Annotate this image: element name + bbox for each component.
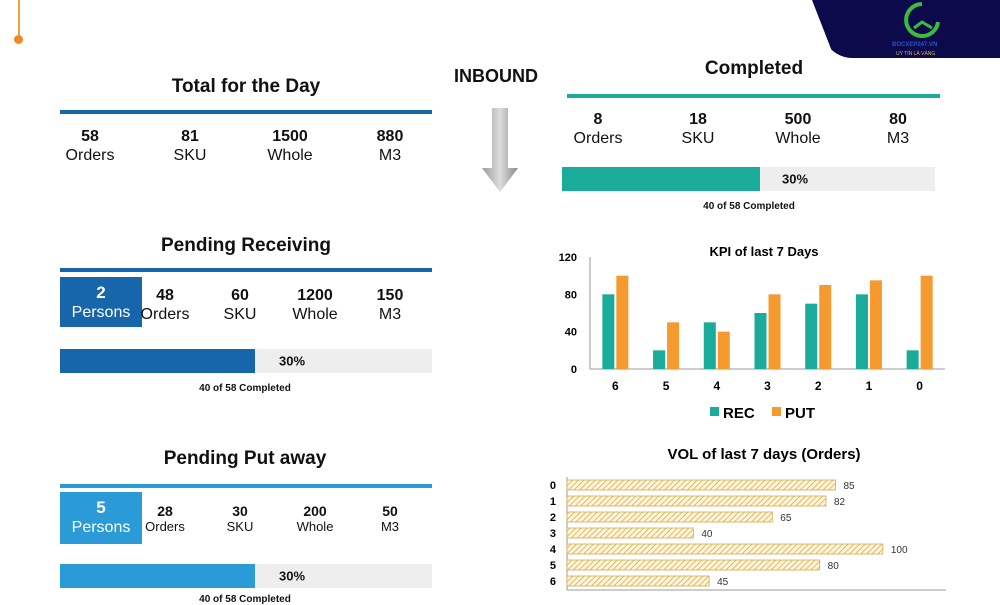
stat-sku: 60 SKU [223, 287, 257, 323]
y-tick-label: 5 [550, 560, 556, 572]
stat-m3: 880 M3 [376, 128, 404, 164]
bar-put [717, 331, 730, 369]
progress-fill [60, 349, 256, 373]
x-tick-label: 6 [612, 379, 619, 393]
progress-bar [60, 564, 432, 588]
bar-put [768, 294, 781, 369]
stat-sku: 30 SKU [226, 503, 254, 535]
progress-fill [562, 167, 760, 191]
divider [60, 484, 432, 488]
kpi-chart-title: KPI of last 7 Days [709, 244, 818, 259]
logo-tagline: UY TÍN LÀ VÀNG [896, 51, 936, 57]
bar [566, 511, 773, 523]
bar-put [667, 322, 680, 369]
pending-putaway-title: Pending Put away [163, 448, 327, 469]
vol-chart-title: VOL of last 7 days (Orders) [667, 446, 860, 463]
stat-whole: 200 Whole [296, 503, 334, 535]
x-tick-label: 3 [764, 379, 771, 393]
data-label: 100 [891, 545, 908, 556]
data-label: 85 [843, 481, 855, 492]
progress-label: 30% [278, 353, 306, 369]
x-tick-label: 5 [663, 379, 670, 393]
y-tick-label: 0 [571, 364, 577, 376]
x-tick-label: 4 [713, 379, 720, 393]
x-tick-label: 0 [916, 379, 923, 393]
bar-rec [602, 294, 615, 369]
y-tick-label: 1 [550, 496, 556, 508]
data-label: 80 [828, 561, 840, 572]
stat-orders: 28 Orders [145, 503, 185, 535]
y-tick-label: 2 [550, 512, 556, 524]
y-tick-label: 3 [550, 528, 556, 540]
stat-orders: 48 Orders [140, 287, 190, 323]
stat-whole: 500 Whole [775, 111, 821, 147]
progress-bar [60, 349, 432, 373]
bar [566, 527, 694, 539]
bar-rec [703, 322, 716, 369]
y-tick-label: 4 [550, 544, 557, 556]
bar-rec [754, 313, 767, 369]
completed-title: Completed [704, 58, 804, 79]
data-label: 45 [717, 577, 729, 588]
stat-sku: 18 SKU [681, 111, 715, 147]
bar-rec [855, 294, 868, 369]
legend-swatch [772, 407, 781, 416]
progress-caption: 40 of 58 Completed [199, 383, 291, 394]
divider [567, 94, 940, 98]
stat-whole: 1500 Whole [267, 128, 313, 164]
bar [566, 543, 884, 555]
y-tick-label: 80 [565, 289, 577, 301]
bar [566, 559, 821, 571]
x-tick-label: 1 [866, 379, 873, 393]
stat-m3: 80 M3 [886, 111, 910, 147]
y-tick-label: 0 [550, 480, 556, 492]
handshake-icon [904, 2, 940, 38]
bar-put [616, 275, 629, 369]
total-title: Total for the Day [171, 76, 321, 97]
bar-rec [653, 350, 666, 369]
divider [18, 0, 20, 36]
legend-label: PUT [785, 405, 815, 422]
progress-caption: 40 of 58 Completed [703, 201, 795, 212]
divider [60, 110, 432, 114]
logo-text: BOCXEP247.VN [892, 42, 938, 48]
stat-orders: 58 Orders [65, 128, 115, 164]
bar-rec [805, 303, 818, 369]
stat-m3: 50 M3 [380, 503, 400, 535]
bar [566, 575, 710, 587]
stat-orders: 8 Orders [573, 111, 623, 147]
x-tick-label: 2 [815, 379, 822, 393]
data-label: 40 [701, 529, 713, 540]
pending-receiving-title: Pending Receiving [161, 235, 331, 256]
bar-put [869, 280, 882, 369]
inbound-label: INBOUND [454, 66, 538, 86]
data-label: 82 [834, 497, 846, 508]
bar [566, 479, 836, 491]
progress-fill [60, 564, 256, 588]
persons-badge: 2 Persons [60, 277, 142, 327]
divider [60, 268, 432, 272]
persons-badge: 5 Persons [60, 492, 142, 544]
data-label: 65 [780, 513, 792, 524]
y-tick-label: 6 [550, 576, 556, 588]
y-tick-label: 120 [559, 252, 577, 264]
down-arrow-icon [482, 108, 518, 192]
legend-swatch [710, 407, 719, 416]
bar [566, 495, 827, 507]
stat-m3: 150 M3 [376, 287, 404, 323]
progress-bar [562, 167, 935, 191]
logo: BOCXEP247.VN UY TÍN LÀ VÀNG [812, 0, 1000, 58]
progress-label: 30% [781, 171, 809, 187]
bar-put [920, 275, 933, 369]
legend-label: REC [723, 405, 755, 422]
progress-label: 30% [278, 568, 306, 584]
bar-put [819, 285, 832, 369]
dot-icon [14, 35, 23, 44]
y-tick-label: 40 [565, 327, 577, 339]
stat-sku: 81 SKU [173, 128, 207, 164]
stat-whole: 1200 Whole [292, 287, 338, 323]
bar-rec [906, 350, 919, 369]
